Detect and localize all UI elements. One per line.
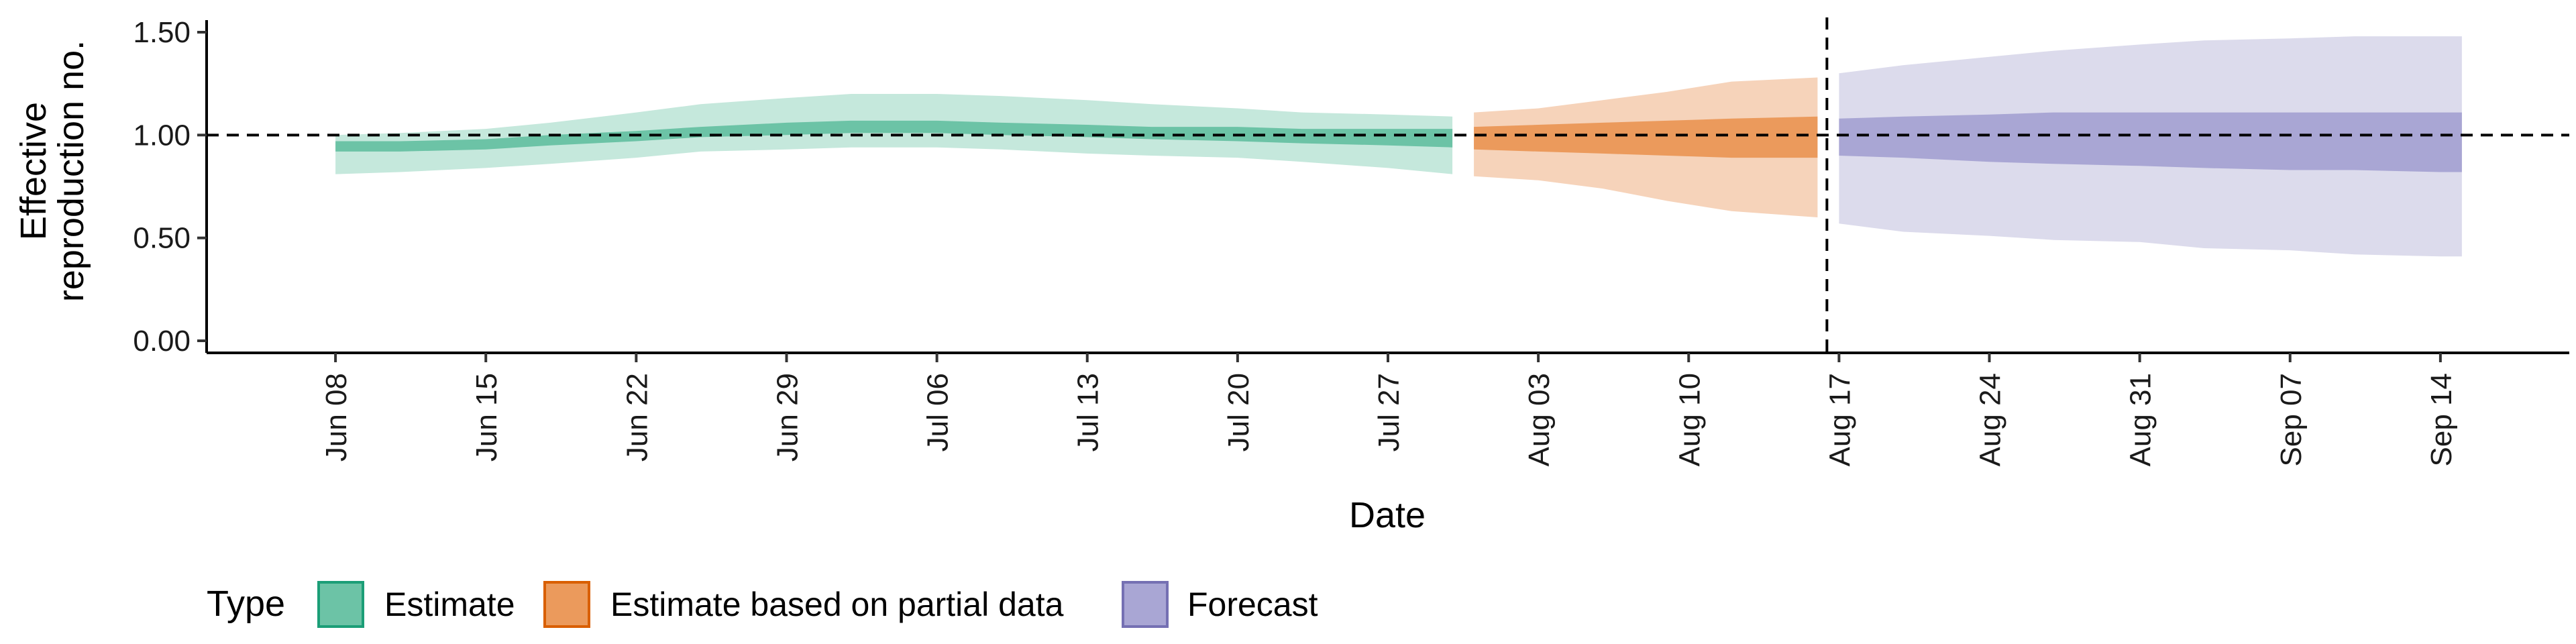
x-tick-label: Aug 10 — [1673, 373, 1706, 466]
x-tick-label: Aug 17 — [1823, 373, 1856, 466]
y-tick-label: 0.00 — [133, 325, 191, 358]
y-tick-label: 0.50 — [133, 222, 191, 255]
legend-label-estimate: Estimate — [384, 586, 515, 623]
reference-lines — [207, 17, 2569, 353]
x-tick-label: Jul 06 — [922, 373, 955, 451]
x-tick-label: Aug 03 — [1523, 373, 1556, 466]
x-tick-label: Aug 24 — [1974, 373, 2007, 466]
x-tick-label: Jun 15 — [470, 373, 503, 462]
band-layer — [335, 36, 2462, 257]
y-axis-ticks: 0.00 0.50 1.00 1.50 — [133, 16, 207, 358]
x-tick-label: Sep 14 — [2425, 373, 2458, 466]
legend-title: Type — [207, 584, 285, 624]
y-axis-title-line1: Effective — [13, 102, 54, 240]
band50-estimate-based-on-partial-data — [1474, 116, 1818, 158]
y-axis-title-line2: reproduction no. — [51, 40, 91, 302]
legend: Type Estimate Estimate based on partial … — [207, 581, 1318, 628]
x-tick-label: Jul 20 — [1222, 373, 1255, 451]
band50-estimate — [335, 120, 1453, 152]
x-tick-label: Aug 31 — [2125, 373, 2157, 466]
y-tick-label: 1.00 — [133, 119, 191, 152]
legend-swatch-estimate — [317, 581, 364, 628]
x-axis-ticks: Jun 08 Jun 15 Jun 22 Jun 29 Jul 06 Jul 13 Jul … — [320, 353, 2458, 466]
x-tick-label: Jun 08 — [320, 373, 353, 462]
legend-label-forecast: Forecast — [1187, 586, 1318, 623]
x-tick-label: Jul 27 — [1373, 373, 1405, 451]
legend-swatch-partial — [543, 581, 590, 628]
legend-swatch-forecast — [1122, 581, 1169, 628]
x-tick-label: Jul 13 — [1072, 373, 1105, 451]
x-tick-label: Jun 22 — [621, 373, 653, 462]
x-tick-label: Jun 29 — [771, 373, 804, 462]
x-tick-label: Sep 07 — [2275, 373, 2308, 466]
legend-label-partial: Estimate based on partial data — [610, 586, 1064, 623]
y-tick-label: 1.50 — [133, 16, 191, 49]
band50-forecast — [1839, 112, 2462, 172]
x-axis-title: Date — [1349, 495, 1426, 535]
